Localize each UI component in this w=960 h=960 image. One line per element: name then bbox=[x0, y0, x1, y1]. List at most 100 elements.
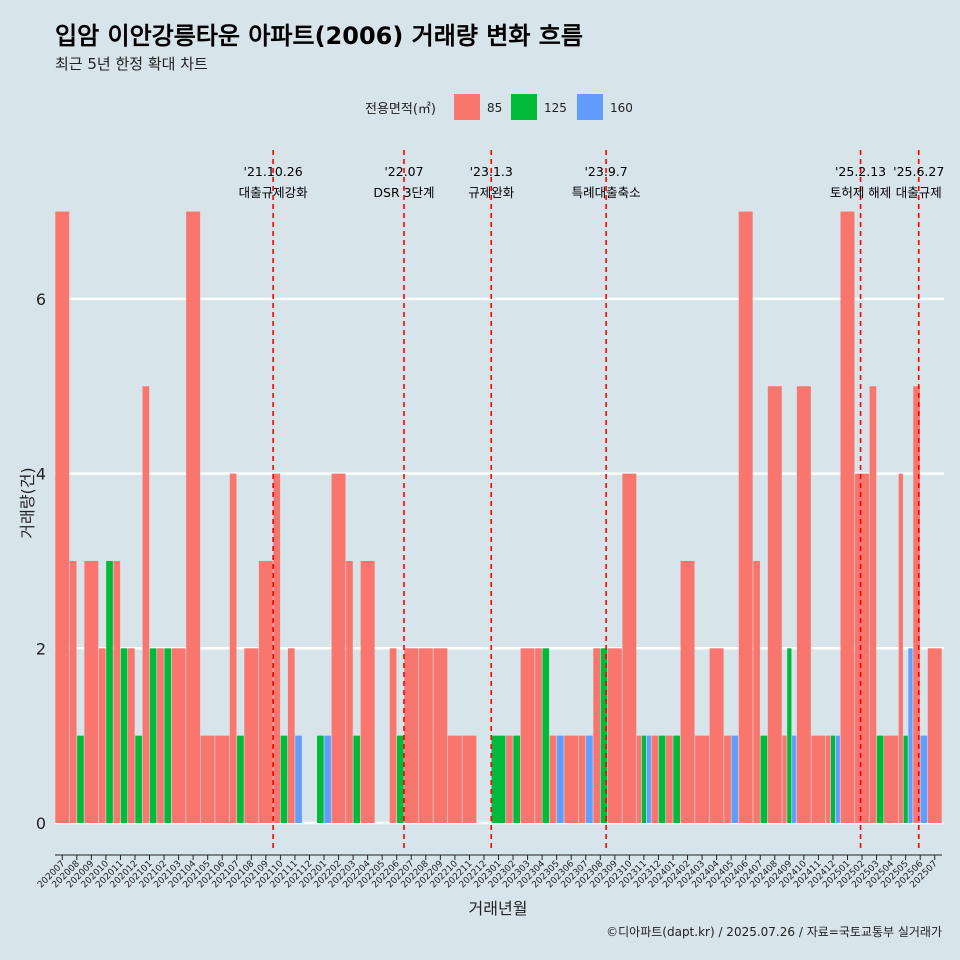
bar-202506-160 bbox=[920, 735, 928, 823]
y-tick-label: 2 bbox=[36, 639, 46, 658]
event-label-0: 대출규제강화 bbox=[239, 185, 309, 200]
legend-swatch-85 bbox=[454, 94, 480, 120]
bar-202104-85 bbox=[186, 211, 201, 824]
bar-202012-125 bbox=[135, 735, 142, 823]
bar-202310-85 bbox=[622, 473, 637, 823]
bar-202407-85 bbox=[753, 560, 760, 823]
bar-202504-85 bbox=[884, 735, 899, 823]
bar-202102-85 bbox=[157, 648, 164, 823]
bar-202303-85 bbox=[520, 648, 535, 823]
bar-202210-85 bbox=[447, 735, 462, 823]
bar-202404-85 bbox=[709, 648, 724, 823]
bar-202110-85 bbox=[273, 473, 281, 823]
bar-202111-85 bbox=[287, 648, 295, 823]
bar-202207-85 bbox=[404, 648, 419, 823]
bar-202410-85 bbox=[796, 386, 811, 823]
bar-202505-85 bbox=[898, 473, 903, 823]
bar-202411-85 bbox=[811, 735, 826, 823]
x-axis-label: 거래년월 bbox=[469, 899, 528, 918]
bar-202412-85 bbox=[825, 735, 831, 823]
bar-202308-85 bbox=[593, 648, 600, 823]
bar-202412-125 bbox=[830, 735, 836, 823]
bar-202107-85 bbox=[229, 473, 237, 823]
bar-202409-85 bbox=[782, 735, 787, 823]
bars bbox=[55, 211, 942, 824]
bar-202301-125 bbox=[491, 735, 506, 823]
bar-202409-160 bbox=[792, 735, 797, 823]
event-date-1: '22.07 bbox=[384, 164, 423, 179]
bar-202408-85 bbox=[767, 386, 782, 823]
bar-202101-125 bbox=[149, 648, 157, 823]
bar-202501-85 bbox=[840, 211, 855, 824]
chart-title: 입암 이안강릉타운 아파트(2006) 거래량 변화 흐름 bbox=[55, 22, 583, 50]
legend: 전용면적(㎡) 85 125 160 bbox=[365, 94, 633, 120]
bar-202505-125 bbox=[903, 735, 908, 823]
chart-subtitle: 최근 5년 한정 확대 차트 bbox=[55, 55, 208, 73]
bar-202106-85 bbox=[215, 735, 230, 823]
bar-202507-85 bbox=[927, 648, 942, 823]
event-label-5: 대출규제 bbox=[896, 185, 942, 200]
bar-202010-85 bbox=[98, 648, 106, 823]
bar-202402-85 bbox=[680, 560, 695, 823]
legend-label-125: 125 bbox=[544, 101, 567, 115]
bar-202201-160 bbox=[324, 735, 331, 823]
y-tick-label: 0 bbox=[36, 814, 46, 833]
bar-202305-160 bbox=[556, 735, 564, 823]
bar-202102-125 bbox=[164, 648, 172, 823]
event-date-4: '25.2.13 bbox=[835, 164, 886, 179]
bar-202311-125 bbox=[641, 735, 647, 823]
bar-202203-85 bbox=[346, 560, 353, 823]
x-axis: 2020072020082020092020102020112020122021… bbox=[36, 854, 942, 890]
bar-202009-85 bbox=[84, 560, 99, 823]
bar-202401-85 bbox=[666, 735, 673, 823]
bar-202304-125 bbox=[542, 648, 550, 823]
bar-202108-85 bbox=[244, 648, 259, 823]
y-tick-label: 4 bbox=[36, 465, 46, 484]
legend-label-85: 85 bbox=[487, 101, 502, 115]
chart-caption: ©디아파트(dapt.kr) / 2025.07.26 / 자료=국토교통부 실… bbox=[606, 925, 942, 939]
y-axis: 0 2 4 6 bbox=[36, 290, 46, 833]
bar-202011-125 bbox=[120, 648, 128, 823]
bar-202403-85 bbox=[695, 735, 710, 823]
bar-202111-160 bbox=[295, 735, 302, 823]
bar-202208-85 bbox=[418, 648, 433, 823]
event-label-2: 규제완화 bbox=[468, 185, 515, 200]
bar-202007-85 bbox=[55, 211, 70, 824]
bar-202302-85 bbox=[506, 735, 513, 823]
bar-202406-85 bbox=[738, 211, 753, 824]
bar-202409-125 bbox=[787, 648, 792, 823]
bar-202503-85 bbox=[869, 386, 877, 823]
bar-202311-160 bbox=[646, 735, 651, 823]
bar-202011-85 bbox=[113, 560, 121, 823]
legend-label-160: 160 bbox=[610, 101, 633, 115]
bar-202206-85 bbox=[389, 648, 397, 823]
bar-202305-85 bbox=[549, 735, 557, 823]
bar-202412-160 bbox=[835, 735, 840, 823]
event-date-0: '21.10.26 bbox=[244, 164, 303, 179]
legend-swatch-125 bbox=[511, 94, 537, 120]
bar-202307-85 bbox=[578, 735, 586, 823]
bar-202206-125 bbox=[397, 735, 404, 823]
bar-202308-125 bbox=[600, 648, 608, 823]
event-markers: '21.10.26 대출규제강화 '22.07 DSR 3단계 '23.1.3 규제완화 '… bbox=[239, 150, 944, 850]
bar-202405-160 bbox=[731, 735, 739, 823]
bar-202312-125 bbox=[658, 735, 666, 823]
bar-202502-85 bbox=[855, 473, 869, 823]
bar-202311-85 bbox=[636, 735, 642, 823]
bar-202306-85 bbox=[564, 735, 579, 823]
bar-202203-125 bbox=[353, 735, 361, 823]
bar-202105-85 bbox=[200, 735, 215, 823]
bar-202101-85 bbox=[142, 386, 150, 823]
bar-202107-125 bbox=[237, 735, 244, 823]
event-date-2: '23.1.3 bbox=[470, 164, 513, 179]
bar-202204-85 bbox=[360, 560, 375, 823]
legend-title: 전용면적(㎡) bbox=[365, 102, 436, 117]
bar-202008-85 bbox=[69, 560, 77, 823]
event-label-3: 특례대출축소 bbox=[572, 185, 641, 200]
bar-202405-85 bbox=[724, 735, 731, 823]
legend-swatch-160 bbox=[577, 94, 603, 120]
bar-202503-125 bbox=[876, 735, 884, 823]
bar-202201-125 bbox=[317, 735, 324, 823]
